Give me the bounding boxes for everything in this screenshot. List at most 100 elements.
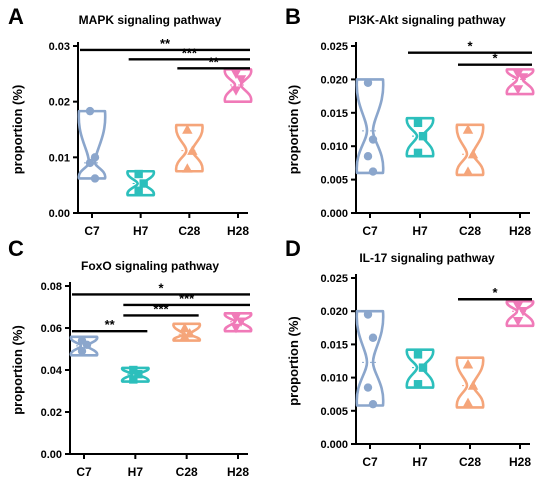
data-point <box>368 333 378 342</box>
y-tick-label: 0.010 <box>320 373 348 385</box>
data-point <box>179 322 190 333</box>
y-tick-label: 0.015 <box>320 108 348 120</box>
significance-label: * <box>158 280 164 295</box>
data-point <box>134 169 143 179</box>
panel-a: A MAPK signaling pathway proportion (%) 0.0… <box>8 4 253 238</box>
violin-c28 <box>455 356 485 409</box>
data-point <box>462 359 474 369</box>
x-tick-label: C7 <box>362 224 378 238</box>
y-tick-label: 0.020 <box>320 74 348 86</box>
y-tick-label: 0.020 <box>320 306 348 318</box>
data-point <box>363 78 373 87</box>
violin-h7 <box>405 348 435 389</box>
panel-letter: C <box>8 236 24 261</box>
violin-c7 <box>77 109 107 180</box>
x-tick-label: C7 <box>84 224 100 238</box>
data-point <box>462 397 474 408</box>
data-point <box>82 340 92 349</box>
data-point <box>187 145 198 155</box>
significance-label: *** <box>153 301 169 316</box>
data-point <box>363 152 373 161</box>
data-point <box>462 166 474 176</box>
data-point <box>230 69 242 80</box>
data-point <box>230 86 242 96</box>
data-point <box>413 380 423 389</box>
data-point <box>418 131 428 141</box>
data-point <box>85 106 95 116</box>
violin-h28 <box>223 68 253 103</box>
panel-title: MAPK signaling pathway <box>79 13 222 27</box>
data-point <box>129 375 138 384</box>
data-point <box>90 174 100 183</box>
panel-b: B PI3K-Akt signaling pathway proportion (%… <box>285 4 535 238</box>
data-point <box>512 316 524 327</box>
data-point <box>134 370 143 379</box>
x-tick-label: H7 <box>133 224 149 238</box>
data-point <box>235 317 247 327</box>
panel-d: D IL-17 signaling pathway proportion (%) 0.… <box>285 236 535 469</box>
y-tick-label: 0.08 <box>41 281 62 293</box>
significance-label: ** <box>209 54 220 69</box>
significance-label: ** <box>160 36 171 51</box>
x-tick-label: H28 <box>509 455 531 469</box>
x-tick-label: H7 <box>412 224 428 238</box>
x-tick-label: C28 <box>176 465 198 479</box>
significance-label: * <box>492 285 498 300</box>
data-point <box>512 85 524 95</box>
violin-c28 <box>172 322 202 342</box>
significance-label: ** <box>105 317 116 332</box>
violin-c7 <box>355 78 385 175</box>
panel-title: PI3K-Akt signaling pathway <box>348 13 506 27</box>
significance-label: *** <box>179 291 195 306</box>
violin-h28 <box>505 68 535 96</box>
significance-label: * <box>467 39 473 54</box>
panel-letter: A <box>8 4 24 29</box>
data-point <box>462 124 474 134</box>
data-point <box>517 307 529 317</box>
x-tick-label: H28 <box>227 224 249 238</box>
y-tick-label: 0.000 <box>320 208 348 220</box>
data-point <box>230 313 242 323</box>
x-tick-label: H28 <box>509 224 531 238</box>
panel-c: C FoxO signaling pathway proportion (%) 0.0… <box>8 236 253 479</box>
data-point <box>230 323 242 334</box>
y-tick-label: 0.00 <box>49 208 70 220</box>
y-tick-label: 0.02 <box>41 407 62 419</box>
violin-c28 <box>174 123 204 173</box>
y-tick-label: 0.04 <box>41 365 63 377</box>
panel-title: FoxO signaling pathway <box>81 259 219 273</box>
panel-letter: B <box>285 4 301 29</box>
y-axis-label: proportion (%) <box>286 85 301 175</box>
data-point <box>413 350 423 359</box>
data-point <box>363 310 373 319</box>
data-point <box>85 158 95 168</box>
panel-letter: D <box>285 236 301 261</box>
y-tick-label: 0.000 <box>320 439 348 451</box>
significance-label: * <box>492 51 498 66</box>
x-tick-label: C28 <box>459 455 481 469</box>
y-tick-label: 0.005 <box>320 406 348 418</box>
data-point <box>182 163 193 173</box>
y-tick-label: 0.025 <box>320 41 348 53</box>
y-axis-label: proportion (%) <box>10 325 25 415</box>
x-tick-label: C28 <box>459 224 481 238</box>
y-tick-label: 0.015 <box>320 339 348 351</box>
y-axis-label: proportion (%) <box>286 316 301 406</box>
data-point <box>512 69 524 80</box>
data-point <box>235 75 247 85</box>
data-point <box>368 167 378 176</box>
y-tick-label: 0.01 <box>49 152 70 164</box>
y-tick-label: 0.025 <box>320 273 348 285</box>
y-tick-label: 0.02 <box>49 97 70 109</box>
x-tick-label: H7 <box>128 465 144 479</box>
data-point <box>512 301 524 312</box>
data-point <box>413 118 423 128</box>
data-point <box>467 380 479 390</box>
data-point <box>77 346 87 356</box>
data-point <box>368 399 378 409</box>
data-point <box>139 179 148 188</box>
y-tick-label: 0.00 <box>41 449 62 461</box>
data-point <box>413 148 423 158</box>
data-point <box>363 383 373 392</box>
